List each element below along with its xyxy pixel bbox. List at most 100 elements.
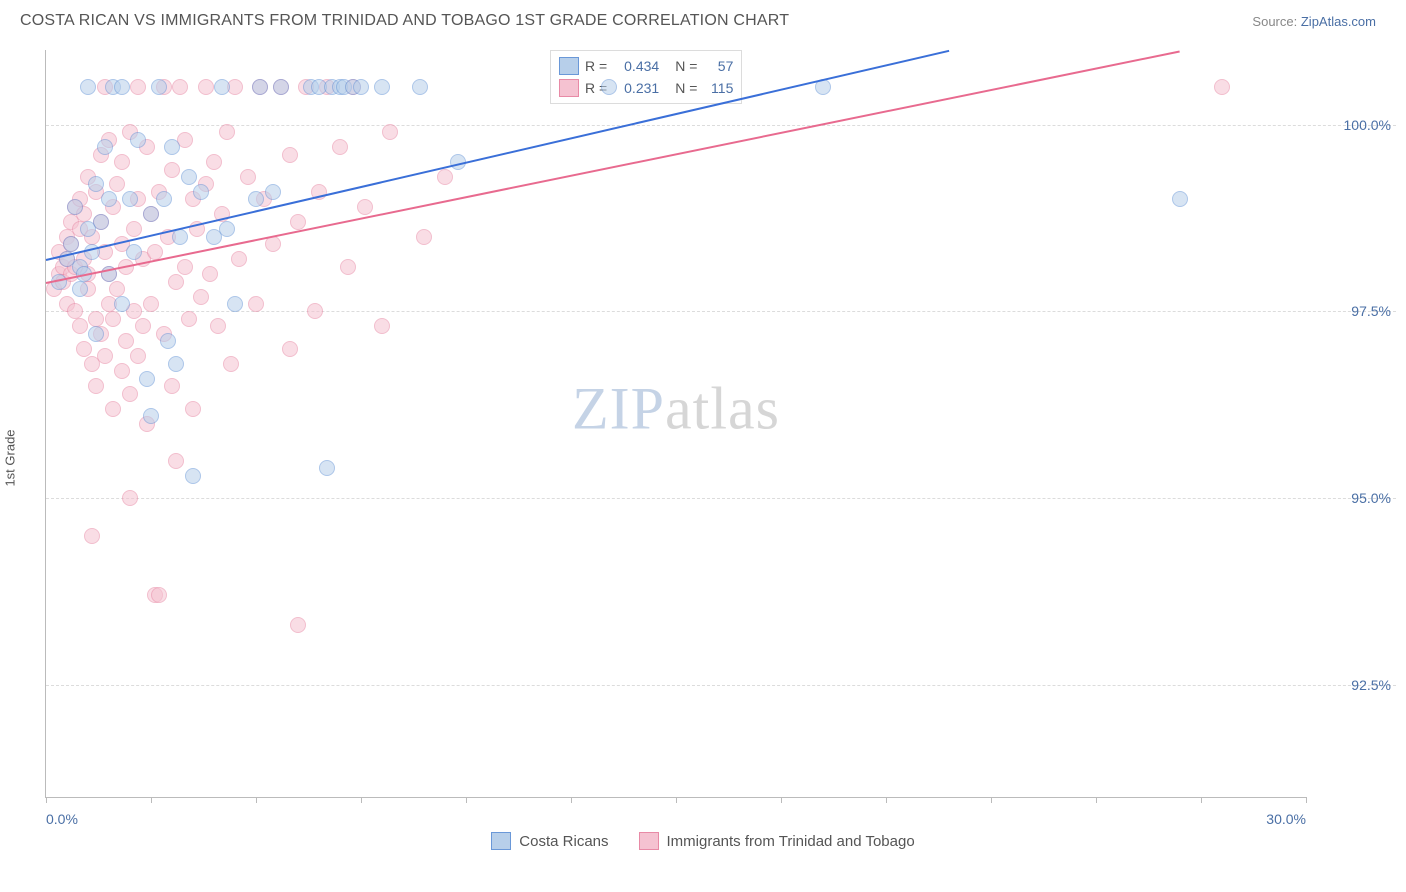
scatter-point [332, 139, 348, 155]
scatter-point [88, 311, 104, 327]
scatter-point [143, 296, 159, 312]
x-tick-label: 30.0% [1266, 811, 1306, 827]
y-tick-label: 97.5% [1351, 303, 1391, 319]
scatter-point [101, 191, 117, 207]
x-tick [676, 797, 677, 803]
scatter-point [193, 289, 209, 305]
scatter-point [122, 386, 138, 402]
x-tick-label: 0.0% [46, 811, 78, 827]
legend-label: Costa Ricans [519, 833, 608, 850]
gridline [46, 125, 1396, 126]
scatter-point [437, 169, 453, 185]
x-tick [886, 797, 887, 803]
chart-source: Source: ZipAtlas.com [1252, 14, 1376, 29]
scatter-point [227, 296, 243, 312]
y-tick-label: 100.0% [1344, 117, 1391, 133]
x-tick [361, 797, 362, 803]
scatter-point [88, 378, 104, 394]
scatter-point [147, 244, 163, 260]
scatter-point [164, 378, 180, 394]
x-tick [991, 797, 992, 803]
x-tick [151, 797, 152, 803]
stats-row: R =0.434N =57 [559, 55, 733, 77]
legend: Costa Ricans Immigrants from Trinidad and… [0, 832, 1406, 850]
scatter-point [164, 162, 180, 178]
correlation-stats-box: R = 0.434 N = 57 R =0.231N =115 [550, 50, 742, 104]
legend-label: Immigrants from Trinidad and Tobago [667, 833, 915, 850]
scatter-point [273, 79, 289, 95]
plot-area: ZIPatlas R =0.434N =57R =0.231N =115 92.… [45, 50, 1306, 798]
scatter-point [290, 617, 306, 633]
scatter-point [118, 333, 134, 349]
source-link[interactable]: ZipAtlas.com [1301, 14, 1376, 29]
legend-swatch [491, 832, 511, 850]
scatter-point [72, 281, 88, 297]
y-tick-label: 95.0% [1351, 490, 1391, 506]
scatter-point [63, 236, 79, 252]
scatter-point [97, 348, 113, 364]
scatter-point [151, 79, 167, 95]
scatter-point [374, 79, 390, 95]
scatter-point [202, 266, 218, 282]
scatter-point [219, 124, 235, 140]
scatter-point [109, 281, 125, 297]
x-tick [1201, 797, 1202, 803]
legend-item: Immigrants from Trinidad and Tobago [639, 832, 915, 850]
scatter-point [252, 79, 268, 95]
scatter-point [67, 199, 83, 215]
scatter-point [168, 453, 184, 469]
scatter-point [67, 303, 83, 319]
scatter-point [156, 191, 172, 207]
scatter-point [109, 176, 125, 192]
scatter-point [353, 79, 369, 95]
scatter-point [177, 259, 193, 275]
scatter-point [416, 229, 432, 245]
scatter-point [164, 139, 180, 155]
scatter-point [231, 251, 247, 267]
scatter-point [248, 191, 264, 207]
stats-row: R =0.231N =115 [559, 77, 733, 99]
scatter-point [206, 154, 222, 170]
n-label: N = [675, 80, 697, 96]
scatter-point [282, 341, 298, 357]
scatter-point [122, 490, 138, 506]
scatter-point [160, 333, 176, 349]
scatter-point [240, 169, 256, 185]
scatter-point [181, 169, 197, 185]
r-label: R = [585, 58, 607, 74]
y-axis-label: 1st Grade [3, 429, 18, 486]
series-swatch [559, 57, 579, 75]
n-value: 57 [703, 58, 733, 74]
scatter-point [307, 303, 323, 319]
scatter-point [139, 371, 155, 387]
x-tick [781, 797, 782, 803]
scatter-point [172, 79, 188, 95]
scatter-point [126, 221, 142, 237]
scatter-point [340, 259, 356, 275]
chart-title: COSTA RICAN VS IMMIGRANTS FROM TRINIDAD … [20, 12, 789, 30]
scatter-point [143, 206, 159, 222]
scatter-point [265, 184, 281, 200]
scatter-point [223, 356, 239, 372]
scatter-point [88, 176, 104, 192]
source-label: Source: [1252, 14, 1297, 29]
gridline [46, 498, 1396, 499]
scatter-point [198, 79, 214, 95]
x-tick [46, 797, 47, 803]
scatter-point [290, 214, 306, 230]
x-tick [466, 797, 467, 803]
r-value: 0.434 [613, 58, 659, 74]
scatter-point [130, 348, 146, 364]
scatter-point [114, 154, 130, 170]
y-tick-label: 92.5% [1351, 677, 1391, 693]
scatter-point [374, 318, 390, 334]
scatter-point [105, 311, 121, 327]
chart-header: COSTA RICAN VS IMMIGRANTS FROM TRINIDAD … [0, 0, 1406, 38]
scatter-point [72, 318, 88, 334]
scatter-point [114, 79, 130, 95]
x-tick [1306, 797, 1307, 803]
series-swatch [559, 79, 579, 97]
scatter-point [219, 221, 235, 237]
scatter-point [1214, 79, 1230, 95]
scatter-point [193, 184, 209, 200]
